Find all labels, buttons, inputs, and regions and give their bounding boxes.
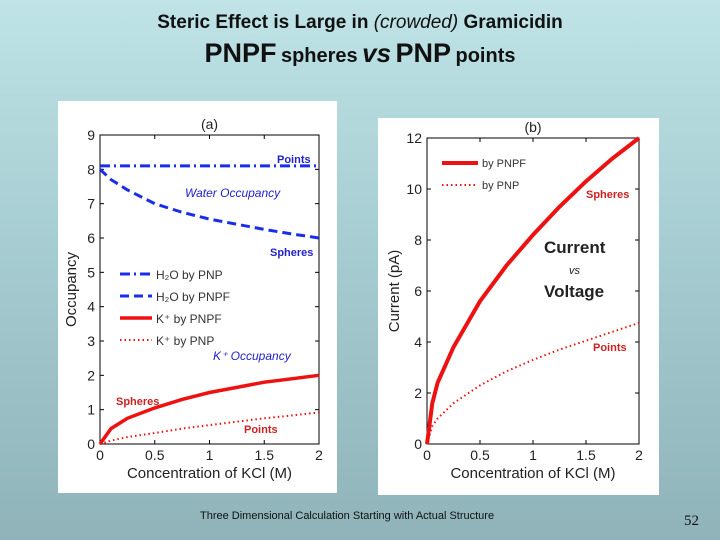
chart-title: (a)	[201, 116, 218, 132]
x-tick-label: 1.5	[576, 447, 596, 463]
series-line-3	[99, 411, 320, 445]
series-line-0	[425, 136, 641, 445]
legend-label-1: H₂O by PNPF	[156, 290, 230, 304]
y-tick-label: 2	[414, 385, 422, 401]
y-tick-label: 8	[87, 161, 95, 177]
legend-label-1: by PNP	[482, 180, 519, 192]
annotation-k-occupancy: K⁺ Occupancy	[213, 349, 292, 363]
y-tick-label: 9	[87, 127, 95, 143]
annotation-points-k: Points	[244, 424, 278, 436]
title-pnpf: PNPF	[204, 38, 277, 68]
y-tick-label: 12	[406, 130, 422, 146]
y-tick-label: 2	[87, 367, 95, 383]
chart-a: 0 0.5 1 1.5 2 0 1 2 3 4 5 6 7 8 9 (a) Concentration of K…	[63, 116, 323, 482]
y-tick-label: 3	[87, 333, 95, 349]
y-tick-label: 8	[414, 232, 422, 248]
series-line-1	[98, 168, 320, 240]
x-axis-label: Concentration of KCl (M)	[450, 465, 615, 482]
legend-label-2: K⁺ by PNPF	[156, 312, 222, 326]
annotation-spheres-k: Spheres	[116, 396, 159, 408]
title-spheres: spheres	[280, 45, 358, 67]
x-tick-label: 1	[206, 447, 214, 463]
x-tick-label: 2	[315, 447, 323, 463]
annotation-water-occupancy: Water Occupancy	[185, 186, 281, 200]
annotation-spheres-water: Spheres	[270, 247, 313, 259]
y-tick-label: 10	[406, 181, 422, 197]
page-number: 52	[684, 513, 699, 529]
title-text-a: Steric Effect is Large in	[157, 12, 369, 33]
y-axis-label: Current (pA)	[386, 250, 403, 333]
title-text-b: (crowded)	[373, 12, 459, 33]
annotation-current: Current	[544, 238, 606, 257]
chart-b: 0 0.5 1 1.5 2 0 2 4 6 8 10 12 (b) Concentration of KC…	[386, 119, 643, 482]
chart-a-panel: 0 0.5 1 1.5 2 0 1 2 3 4 5 6 7 8 9 (a) Concentration of K…	[58, 101, 337, 493]
x-tick-label: 0	[423, 447, 431, 463]
title-pnp: PNP	[395, 38, 452, 68]
slide-title-line2: PNPF spheres vs PNP points	[0, 38, 720, 69]
y-tick-label: 5	[87, 264, 95, 280]
slide-title-line1: Steric Effect is Large in (crowded) Gram…	[0, 12, 720, 34]
y-tick-label: 6	[87, 230, 95, 246]
x-tick-label: 1	[529, 447, 537, 463]
x-tick-label: 1.5	[255, 447, 275, 463]
y-tick-label: 0	[414, 436, 422, 452]
x-tick-label: 2	[635, 447, 643, 463]
x-tick-label: 0.5	[470, 447, 490, 463]
y-tick-label: 7	[87, 196, 95, 212]
chart-title: (b)	[524, 119, 541, 135]
y-tick-label: 4	[87, 299, 95, 315]
y-tick-label: 1	[87, 402, 95, 418]
y-axis-label: Occupancy	[63, 251, 80, 327]
annotation-points: Points	[593, 342, 627, 354]
x-tick-label: 0	[96, 447, 104, 463]
x-tick-label: 0.5	[145, 447, 165, 463]
chart-b-panel: 0 0.5 1 1.5 2 0 2 4 6 8 10 12 (b) Concentration of KC…	[378, 118, 659, 495]
legend-label-0: by PNPF	[482, 158, 526, 170]
y-tick-label: 6	[414, 283, 422, 299]
title-vs: vs	[362, 38, 392, 68]
title-points: points	[455, 45, 516, 67]
title-text-c: Gramicidin	[463, 12, 563, 33]
annotation-points-top: Points	[277, 154, 311, 166]
series-line-2	[98, 373, 320, 446]
annotation-spheres: Spheres	[586, 189, 629, 201]
annotation-voltage: Voltage	[544, 282, 604, 301]
y-tick-label: 0	[87, 436, 95, 452]
x-axis-label: Concentration of KCl (M)	[127, 465, 292, 482]
y-tick-label: 4	[414, 334, 422, 350]
annotation-vs: vs	[569, 265, 581, 277]
footer-caption: Three Dimensional Calculation Starting w…	[200, 510, 495, 522]
legend-label-0: H₂O by PNP	[156, 268, 223, 282]
legend-label-3: K⁺ by PNP	[156, 334, 214, 348]
